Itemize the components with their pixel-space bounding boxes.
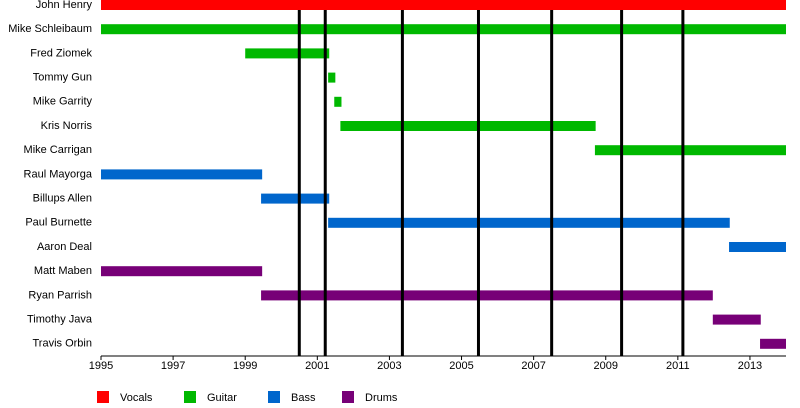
member-label: Tommy Gun: [33, 72, 92, 84]
member-label: Travis Orbin: [33, 338, 93, 350]
member-label: Mike Schleibaum: [8, 23, 92, 35]
membership-bar: [729, 242, 786, 252]
legend-label: Drums: [365, 392, 398, 404]
member-label: Matt Maben: [34, 265, 92, 277]
membership-bar: [101, 266, 263, 277]
member-label: Aaron Deal: [37, 241, 92, 253]
x-tick-label: 2003: [377, 360, 401, 372]
legend-label: Vocals: [120, 392, 153, 404]
legend-swatch: [342, 391, 354, 403]
x-tick-label: 1997: [161, 360, 185, 372]
membership-bar: [594, 145, 786, 156]
membership-bar: [760, 338, 786, 349]
membership-bar: [261, 193, 330, 204]
membership-bar: [334, 96, 342, 107]
member-label: John Henry: [36, 0, 93, 11]
member-label: Raul Mayorga: [24, 168, 93, 180]
legend-swatch: [268, 391, 280, 403]
member-label: Mike Garrity: [33, 96, 93, 108]
member-label: Billups Allen: [33, 193, 92, 205]
member-label: Ryan Parrish: [28, 289, 92, 301]
legend-swatch: [97, 391, 109, 403]
membership-bar: [712, 314, 761, 325]
membership-bar: [101, 0, 786, 10]
membership-bar: [101, 24, 786, 35]
membership-bar: [328, 217, 730, 228]
x-tick-label: 1995: [89, 360, 113, 372]
membership-bar: [328, 72, 336, 83]
membership-bar: [101, 169, 263, 180]
membership-bar: [261, 290, 713, 301]
x-tick-label: 1999: [233, 360, 257, 372]
x-tick-label: 2009: [593, 360, 617, 372]
member-label: Kris Norris: [41, 120, 93, 132]
member-label: Mike Carrigan: [24, 144, 92, 156]
member-label: Paul Burnette: [25, 217, 92, 229]
x-tick-label: 2011: [666, 360, 690, 372]
x-tick-label: 2013: [738, 360, 762, 372]
membership-bar: [245, 48, 330, 59]
legend-label: Guitar: [207, 392, 237, 404]
x-tick-label: 2001: [305, 360, 329, 372]
legend-swatch: [184, 391, 196, 403]
membership-bar: [340, 121, 596, 131]
x-tick-label: 2005: [449, 360, 473, 372]
member-label: Fred Ziomek: [30, 47, 92, 59]
x-tick-label: 2007: [521, 360, 545, 372]
member-label: Timothy Java: [27, 314, 93, 326]
legend-label: Bass: [291, 392, 316, 404]
